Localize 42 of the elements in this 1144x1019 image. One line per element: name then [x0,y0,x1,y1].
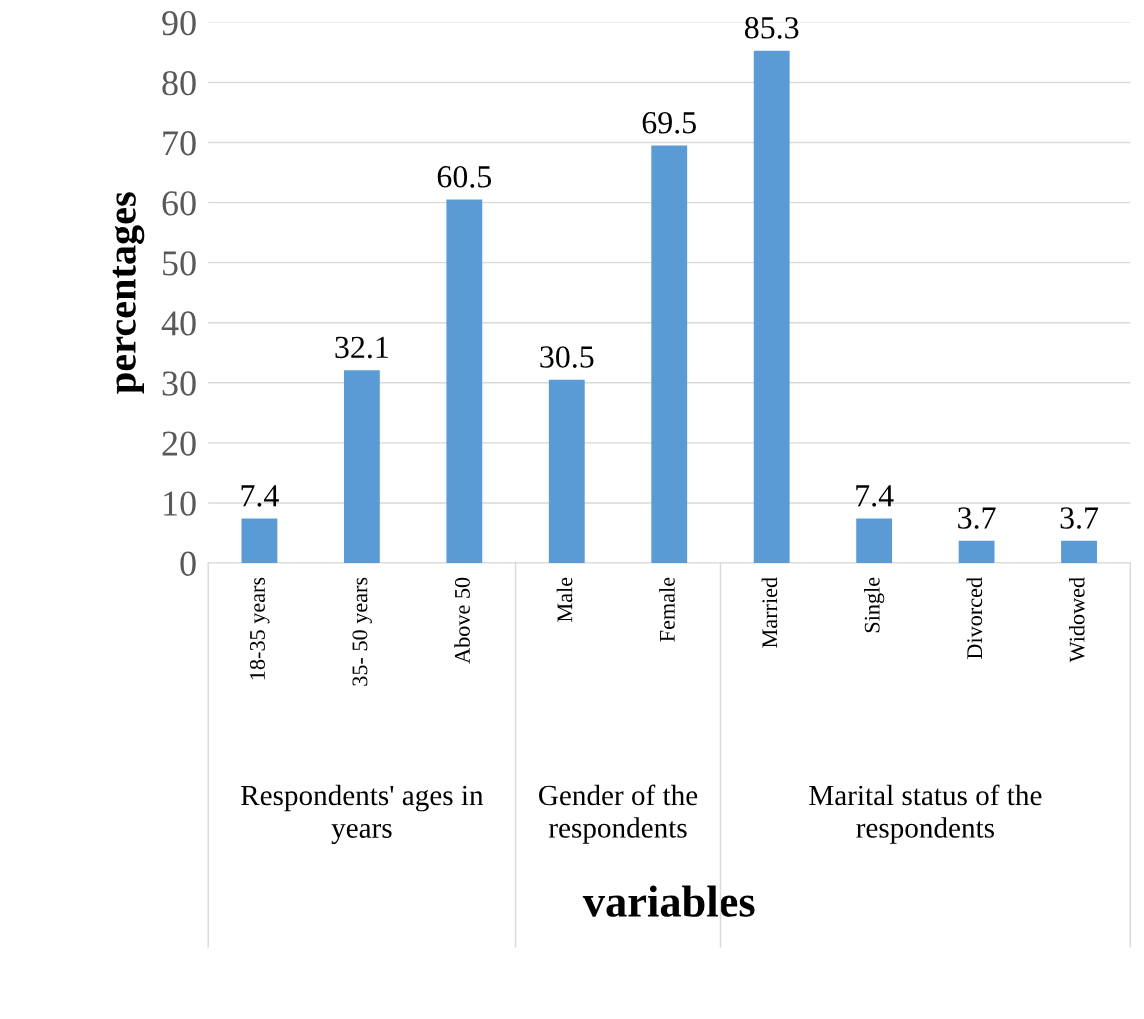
data-label: 69.5 [642,112,696,134]
data-label: 32.1 [335,336,388,359]
x-tick-label: Male [556,577,573,622]
bar [548,379,585,563]
data-label: 60.5 [437,166,492,188]
y-tick-label: 90 [162,10,196,36]
data-label: 85.3 [744,17,799,39]
x-tick-label: 35- 50 years [352,577,372,686]
bar [651,145,688,563]
x-tick-label: 18-35 years [249,577,270,680]
data-label: 7.4 [241,485,279,507]
y-tick-label: 80 [162,71,196,96]
bar [241,518,278,563]
x-tick-label: Female [659,577,675,642]
y-tick-label: 50 [163,251,196,276]
bar [1061,540,1097,563]
bar [856,518,893,563]
y-tick-label: 10 [164,491,196,516]
data-label: 3.7 [958,507,996,529]
y-tick-label: 60 [162,191,196,216]
bar [446,199,483,563]
data-label: 3.7 [1060,507,1099,529]
y-axis-title: percentages [112,192,145,394]
data-label: 7.4 [856,485,894,507]
y-tick-label: 40 [161,311,196,336]
bar [753,50,790,563]
x-tick-label: Divorced [966,577,983,659]
y-tick-label: 70 [163,131,196,156]
x-tick-label: Single [864,577,885,633]
y-tick-label: 30 [162,371,196,396]
bar [958,540,995,563]
x-axis-title: variables [582,885,755,917]
x-tick-label: Above 50 [454,577,470,664]
text: Marital status of the respondents [809,784,1042,844]
x-tick-label: Widowed [1068,577,1085,663]
x-tick-label: Married [761,577,778,648]
y-tick-label: 0 [180,551,196,576]
text: Respondents' ages in years [241,784,484,844]
bar [343,370,380,563]
text: Gender of the respondents [539,784,698,844]
data-label: 30.5 [540,346,594,368]
y-tick-label: 20 [162,431,196,456]
